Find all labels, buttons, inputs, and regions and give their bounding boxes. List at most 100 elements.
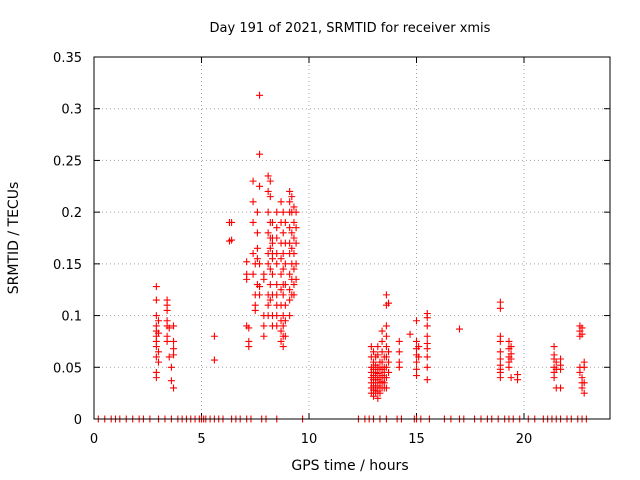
- data-point-marker: [273, 322, 281, 330]
- data-point-marker: [423, 322, 431, 330]
- data-point-marker: [374, 394, 382, 402]
- data-point-marker: [288, 229, 296, 237]
- data-point-marker: [249, 177, 257, 185]
- data-point-marker: [507, 343, 515, 351]
- data-point-marker: [256, 283, 264, 291]
- data-point-marker: [165, 324, 173, 332]
- y-tick-label: 0.05: [53, 361, 82, 376]
- data-point-marker: [273, 234, 281, 242]
- data-point-marker: [281, 317, 289, 325]
- data-point-marker: [260, 332, 268, 340]
- data-point-marker: [286, 296, 294, 304]
- data-point-marker: [277, 327, 285, 335]
- data-point-marker: [170, 345, 178, 353]
- data-point-marker: [557, 384, 565, 392]
- data-point-marker: [163, 337, 171, 345]
- data-point-marker: [228, 218, 236, 226]
- x-tick-label: 20: [516, 432, 533, 447]
- data-point-marker: [273, 281, 281, 289]
- data-point-marker: [264, 208, 272, 216]
- data-point-marker: [268, 239, 276, 247]
- data-point-marker: [286, 198, 294, 206]
- data-point-marker: [249, 250, 257, 258]
- data-point-marker: [290, 291, 298, 299]
- data-point-marker: [253, 229, 261, 237]
- data-point-marker: [378, 327, 386, 335]
- data-point-marker: [423, 376, 431, 384]
- data-point-marker: [155, 358, 162, 366]
- data-point-marker: [279, 208, 287, 216]
- data-point-marker: [382, 384, 390, 392]
- data-point-marker: [245, 343, 253, 351]
- x-axis-label: GPS time / hours: [291, 458, 408, 474]
- data-point-marker: [266, 244, 274, 252]
- data-point-marker: [170, 384, 178, 392]
- data-point-marker: [423, 345, 431, 353]
- data-point-marker: [290, 265, 298, 273]
- data-point-marker: [292, 224, 300, 232]
- data-point-marker: [152, 283, 160, 291]
- data-point-marker: [580, 363, 588, 371]
- data-point-marker: [286, 286, 294, 294]
- data-point-marker: [249, 198, 257, 206]
- data-point-marker: [286, 270, 294, 278]
- data-point-marker: [273, 291, 281, 299]
- data-point-marker: [550, 343, 558, 351]
- data-point-marker: [281, 260, 289, 268]
- data-point-marker: [266, 193, 274, 201]
- data-point-marker: [385, 358, 393, 366]
- data-point-marker: [279, 343, 287, 351]
- data-point-marker: [406, 330, 414, 338]
- data-point-marker: [273, 250, 281, 258]
- data-point-marker: [152, 343, 160, 351]
- data-point-marker: [496, 337, 504, 345]
- data-point-marker: [277, 286, 285, 294]
- data-point-marker: [288, 193, 296, 201]
- data-point-marker: [170, 351, 178, 359]
- data-point-marker: [266, 177, 274, 185]
- data-point-marker: [251, 306, 259, 314]
- data-point-marker: [423, 332, 431, 340]
- data-point-marker: [385, 348, 393, 356]
- data-point-marker: [374, 343, 382, 351]
- data-point-marker: [370, 348, 377, 356]
- data-point-marker: [292, 239, 300, 247]
- data-point-marker: [382, 291, 390, 299]
- y-axis-label: SRMTID / TECUs: [6, 182, 22, 295]
- data-point-marker: [253, 208, 261, 216]
- data-point-marker: [423, 363, 431, 371]
- data-point-marker: [277, 198, 285, 206]
- data-point-marker: [423, 353, 431, 361]
- data-point-marker: [245, 324, 253, 332]
- data-point-marker: [292, 208, 300, 216]
- y-tick-label: 0: [74, 413, 82, 428]
- data-point-marker: [210, 356, 218, 364]
- data-point-marker: [367, 343, 375, 351]
- data-point-marker: [228, 236, 236, 244]
- data-point-marker: [374, 351, 382, 359]
- data-point-marker: [290, 203, 298, 211]
- data-point-marker: [578, 324, 586, 332]
- data-point-marker: [507, 374, 515, 382]
- data-point-marker: [155, 329, 162, 337]
- data-point-marker: [292, 275, 300, 283]
- x-tick-label: 15: [408, 432, 425, 447]
- data-point-marker: [413, 365, 420, 373]
- data-point-marker: [277, 337, 285, 345]
- data-point-marker: [382, 374, 390, 382]
- data-point-marker: [152, 312, 160, 320]
- data-point-marker: [281, 281, 289, 289]
- data-point-marker: [395, 348, 403, 356]
- data-point-marker: [514, 376, 522, 384]
- data-point-marker: [264, 187, 272, 195]
- data-point-marker: [256, 182, 264, 190]
- data-point-marker: [378, 337, 386, 345]
- data-point-marker: [290, 250, 298, 258]
- data-point-marker: [281, 332, 289, 340]
- data-point-marker: [290, 218, 298, 226]
- data-points: [94, 91, 590, 423]
- data-point-marker: [286, 239, 294, 247]
- y-tick-label: 0.1: [61, 310, 82, 325]
- y-tick-label: 0.25: [53, 154, 82, 169]
